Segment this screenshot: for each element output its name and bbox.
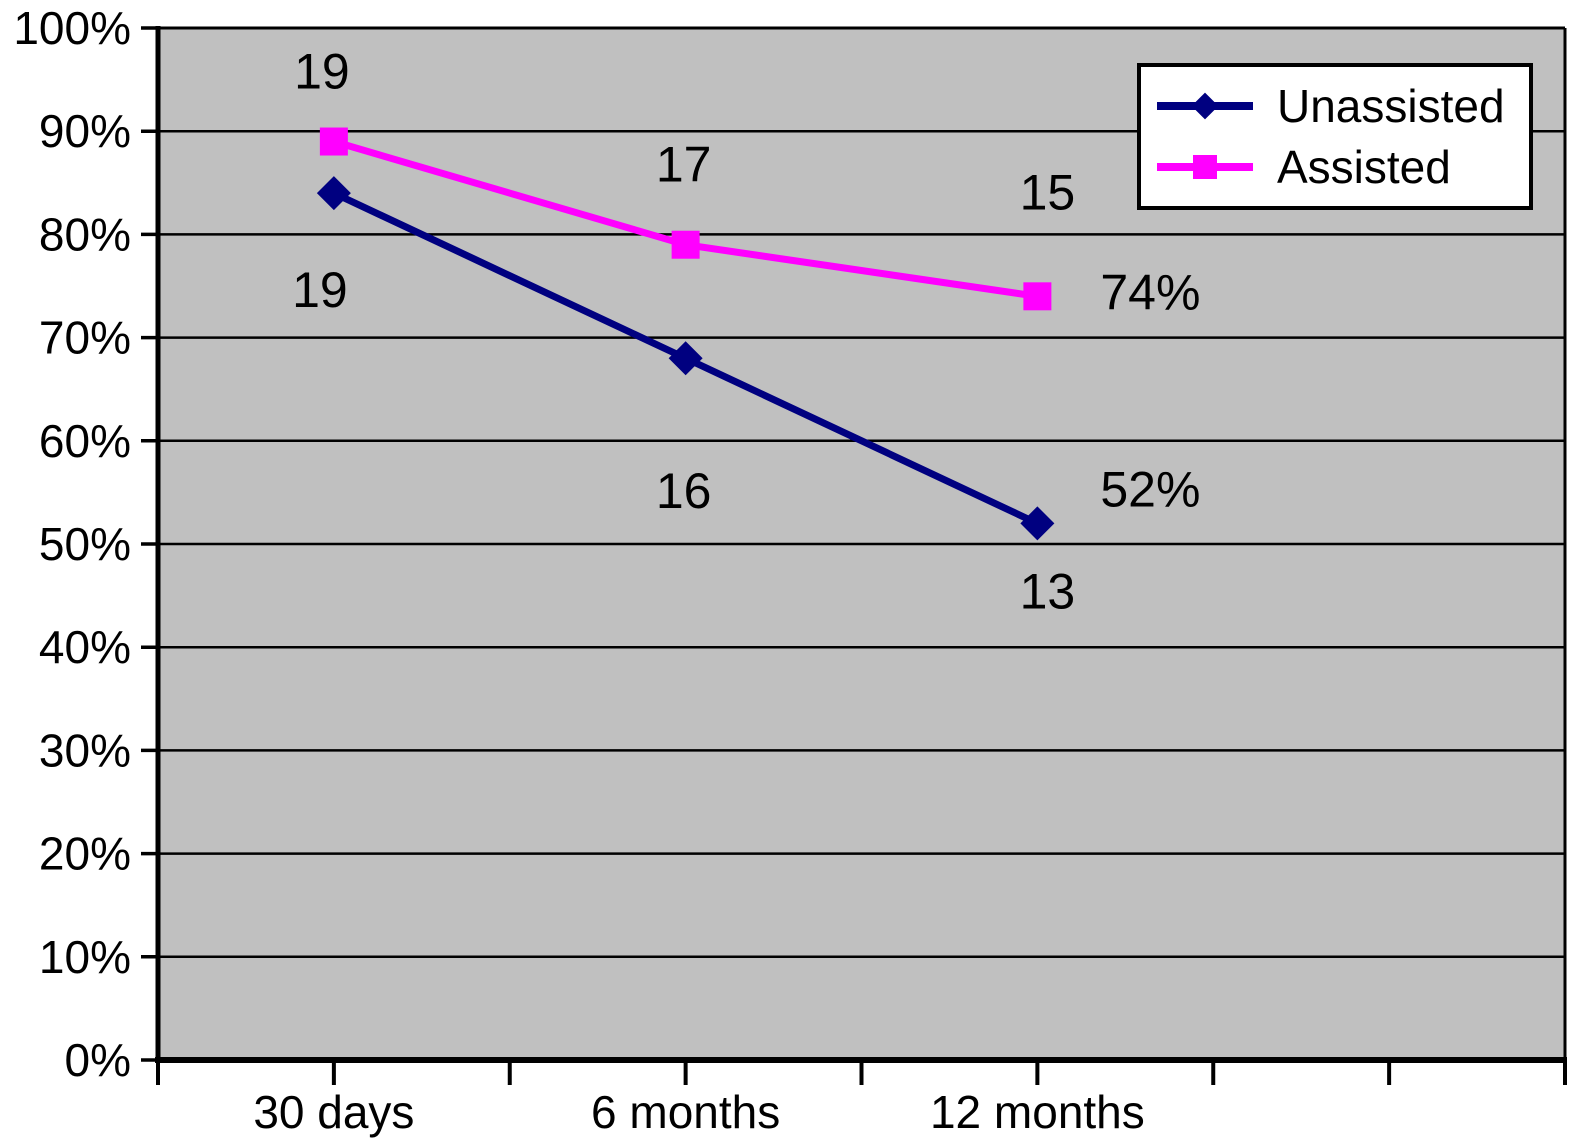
point-label: 17 [656, 137, 712, 193]
y-axis-label: 0% [65, 1034, 131, 1086]
y-axis-label: 90% [39, 105, 131, 157]
x-axis-label: 30 days [253, 1086, 414, 1138]
point-label: 19 [294, 44, 350, 100]
assisted-line-marker-icon [1157, 155, 1253, 180]
point-label: 15 [1020, 164, 1076, 220]
marker-assisted-0 [319, 127, 348, 156]
legend-label-unassisted: Unassisted [1277, 79, 1505, 132]
point-label: 16 [656, 463, 712, 519]
legend-label-assisted: Assisted [1277, 141, 1451, 194]
x-axis-label: 6 months [591, 1086, 780, 1138]
y-axis-label: 100% [13, 2, 131, 54]
y-axis-label: 20% [39, 828, 131, 880]
y-axis-label: 40% [39, 621, 131, 673]
unassisted-line-marker-icon [1157, 92, 1253, 120]
marker-assisted-2 [1023, 282, 1052, 311]
y-axis-label: 80% [39, 208, 131, 260]
marker-assisted-1 [671, 230, 700, 259]
marker-unassisted-0 [316, 176, 351, 211]
y-axis-label: 70% [39, 312, 131, 364]
point-label: 13 [1020, 563, 1076, 619]
point-label: 74% [1100, 264, 1200, 320]
y-axis-label: 50% [39, 518, 131, 570]
point-label: 19 [292, 262, 348, 318]
legend-item-unassisted: Unassisted [1157, 83, 1521, 129]
y-axis-label: 60% [39, 415, 131, 467]
legend-item-assisted: Assisted [1157, 144, 1521, 190]
point-label: 52% [1100, 461, 1200, 517]
x-axis-label: 12 months [930, 1086, 1145, 1138]
y-axis-label: 30% [39, 724, 131, 776]
legend: Unassisted Assisted [1137, 63, 1533, 210]
marker-unassisted-1 [668, 341, 703, 376]
y-axis-label: 10% [39, 931, 131, 983]
